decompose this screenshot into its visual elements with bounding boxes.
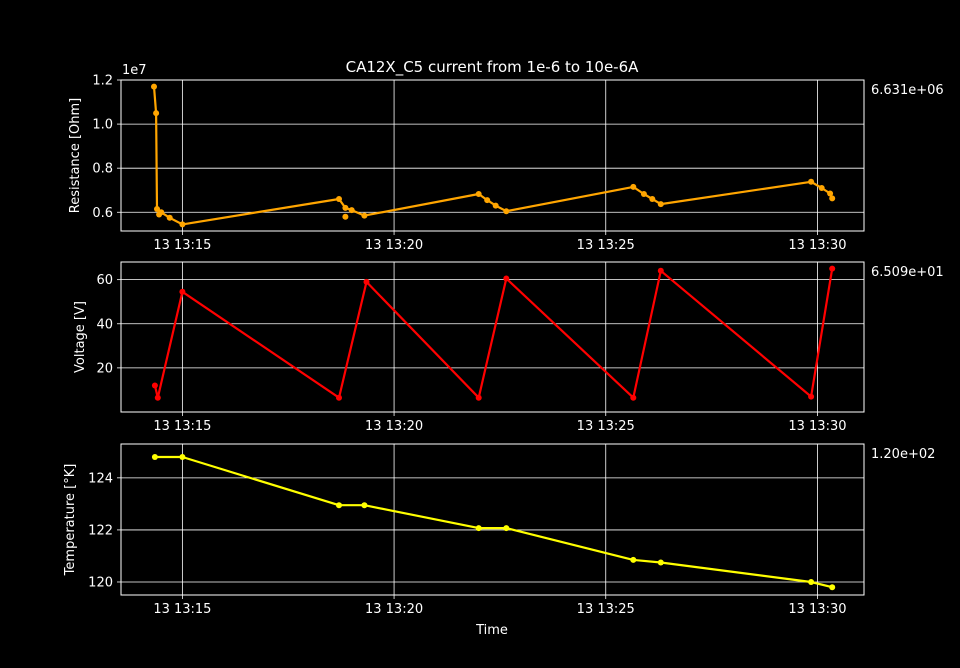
resistance-y-axis-label: Resistance [Ohm] — [68, 98, 83, 213]
x-tick-label: 13 13:15 — [153, 419, 211, 434]
resistance-data-point — [154, 206, 160, 212]
y-tick-label: 122 — [88, 523, 113, 538]
axes-frame — [120, 443, 865, 596]
chart-title: CA12X_C5 current from 1e-6 to 10e-6A — [346, 58, 640, 77]
resistance-data-point — [503, 208, 510, 215]
y-tick-label: 1.2 — [92, 74, 113, 89]
resistance-data-point — [649, 196, 656, 202]
x-tick-label: 13 13:25 — [577, 238, 635, 253]
x-tick-label: 13 13:25 — [577, 602, 635, 617]
resistance-data-point — [657, 201, 664, 208]
resistance-last-value: 6.631e+06 — [871, 83, 944, 98]
temperature-data-point — [151, 454, 158, 460]
resistance-data-point — [166, 214, 173, 221]
resistance-data-point — [827, 190, 834, 197]
resistance-data-point — [342, 204, 349, 211]
x-tick-label: 13 13:25 — [577, 419, 635, 434]
y-exponent-label: 1e7 — [122, 63, 147, 78]
temperature-data-point — [179, 454, 186, 460]
resistance-data-point — [640, 191, 647, 197]
resistance-data-point — [484, 197, 491, 204]
x-tick-label: 13 13:30 — [788, 602, 846, 617]
voltage-panel: 13 13:15 13 13:20 13 13:25 13 13:30 20 40 60 Vo… — [73, 261, 944, 434]
resistance-data-point — [361, 212, 368, 219]
voltage-data-point — [363, 278, 370, 285]
y-tick-label: 1.0 — [92, 118, 113, 133]
temperature-data-point — [361, 502, 368, 509]
temperature-data-point — [808, 579, 815, 585]
resistance-data-point — [818, 185, 825, 191]
temperature-data-point — [336, 502, 342, 509]
temperature-series-line — [154, 455, 833, 589]
voltage-data-point — [154, 394, 161, 401]
temperature-data-point — [503, 525, 510, 532]
resistance-outlier-point — [156, 211, 163, 218]
voltage-data-point — [657, 267, 664, 274]
x-tick-label: 13 13:15 — [153, 238, 211, 253]
voltage-data-point — [475, 394, 482, 401]
resistance-data-point — [153, 110, 160, 117]
resistance-data-point — [348, 207, 355, 214]
y-tick-label: 124 — [88, 471, 113, 486]
y-tick-label: 0.8 — [92, 162, 113, 177]
temperature-data-point — [630, 556, 637, 563]
x-tick-label: 13 13:15 — [153, 602, 211, 617]
y-tick-label: 60 — [96, 273, 113, 288]
temperature-panel: 13 13:15 13 13:20 13 13:25 13 13:30 120 122 12… — [63, 443, 935, 617]
voltage-data-point — [630, 394, 637, 401]
resistance-data-point — [829, 195, 836, 202]
resistance-data-point — [808, 178, 815, 185]
resistance-data-point — [630, 183, 637, 190]
voltage-data-point — [179, 288, 186, 295]
voltage-data-point — [808, 393, 815, 400]
temperature-data-point — [475, 525, 482, 532]
y-tick-label: 20 — [96, 361, 113, 376]
resistance-data-point — [336, 196, 342, 202]
resistance-data-point — [179, 221, 186, 228]
resistance-data-point — [492, 202, 499, 209]
y-tick-label: 120 — [88, 575, 113, 590]
x-tick-label: 13 13:30 — [788, 238, 846, 253]
x-tick-label: 13 13:30 — [788, 419, 846, 434]
resistance-outlier-point — [342, 213, 349, 220]
resistance-data-point — [475, 191, 482, 197]
voltage-data-point — [829, 265, 836, 272]
voltage-data-point — [151, 382, 158, 389]
resistance-panel: 13 13:15 13 13:20 13 13:25 13 13:30 0.6 0.8 1.… — [68, 63, 944, 253]
x-tick-label: 13 13:20 — [365, 419, 423, 434]
y-tick-label: 0.6 — [92, 206, 113, 221]
axes-frame — [120, 79, 865, 232]
resistance-data-point — [151, 83, 157, 90]
voltage-y-axis-label: Voltage [V] — [73, 301, 88, 373]
temperature-last-value: 1.20e+02 — [871, 447, 935, 462]
voltage-data-point — [336, 394, 342, 401]
x-tick-label: 13 13:20 — [365, 238, 423, 253]
temperature-y-axis-label: Temperature [°K] — [63, 464, 78, 577]
x-axis-label: Time — [475, 623, 508, 638]
temperature-data-point — [829, 584, 836, 591]
voltage-data-point — [503, 275, 510, 282]
temperature-data-point — [657, 559, 664, 566]
voltage-last-value: 6.509e+01 — [871, 265, 944, 280]
y-tick-label: 40 — [96, 317, 113, 332]
resistance-series-line — [152, 86, 834, 226]
axes-frame — [120, 261, 865, 413]
x-tick-label: 13 13:20 — [365, 602, 423, 617]
